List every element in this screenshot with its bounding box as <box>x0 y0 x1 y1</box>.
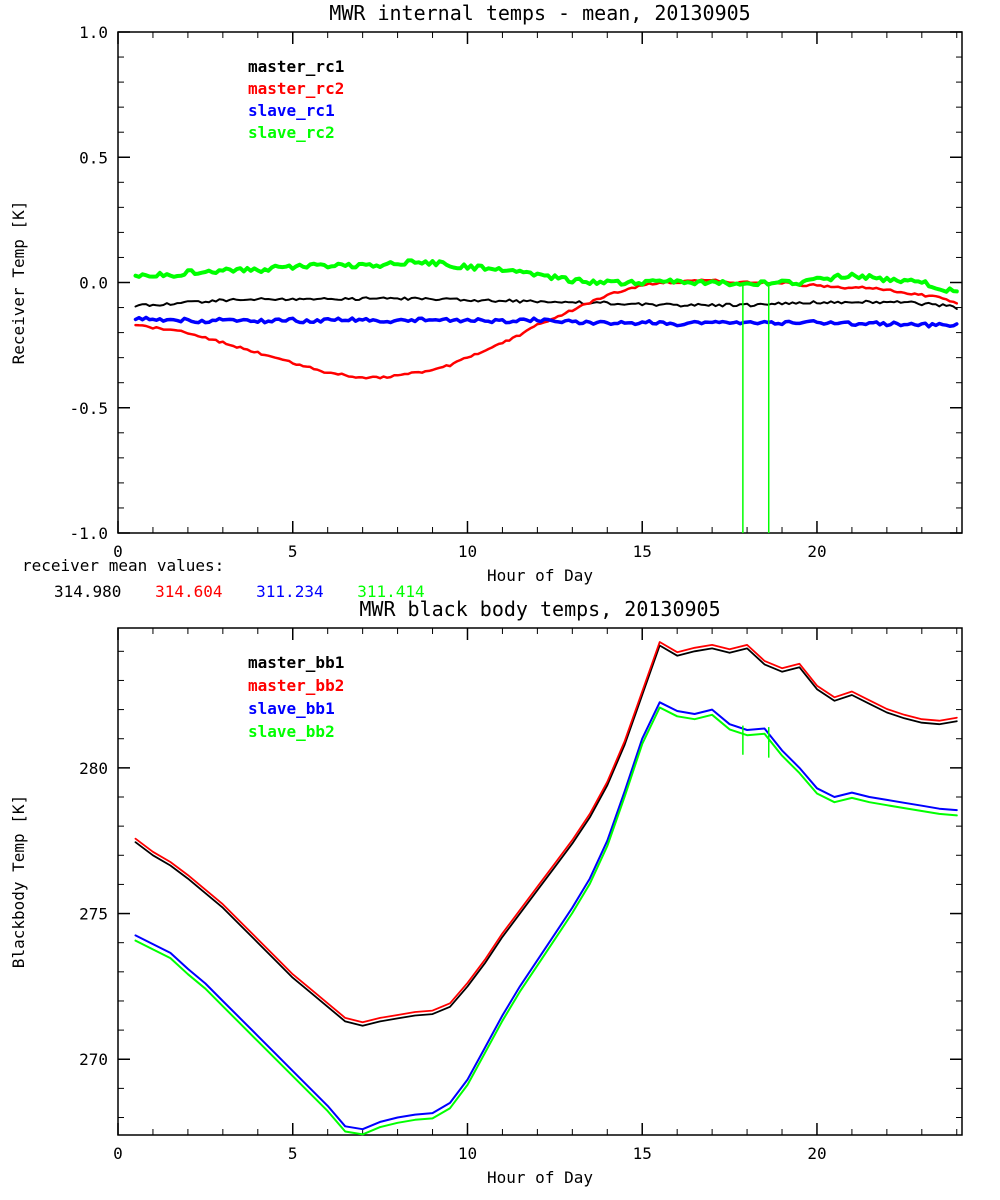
mean-value-slave-rc2: 311.414 <box>357 582 425 601</box>
bottom-chart: MWR black body temps, 20130905 0 5 10 15 20 27… <box>9 600 963 1187</box>
legend-slave_bb2: slave_bb2 <box>248 722 335 741</box>
plot-frame <box>117 627 963 1136</box>
x-tick-label: 10 <box>458 1144 477 1163</box>
x-tick-label: 20 <box>807 1144 826 1163</box>
legend-master_rc2: master_rc2 <box>248 79 344 98</box>
y-tick-label: 280 <box>79 759 108 778</box>
legend-master_bb2: master_bb2 <box>248 676 344 695</box>
series-slave_bb1 <box>134 701 958 1131</box>
mean-value-master-rc1: 314.980 <box>54 582 122 601</box>
x-tick-label: 5 <box>288 542 298 561</box>
mean-value-master-rc2: 314.604 <box>155 582 223 601</box>
x-axis-label: Hour of Day <box>487 566 593 585</box>
series-master_bb1 <box>134 644 958 1027</box>
y-tick-label: -0.5 <box>69 399 108 418</box>
receiver-mean-values-row: 314.980 314.604 311.234 311.414 <box>22 582 449 601</box>
x-tick-label: 0 <box>113 1144 123 1163</box>
y-tick-label: 1.0 <box>79 23 108 42</box>
top-chart: MWR internal temps - mean, 20130905 0 5 10 1… <box>9 1 963 585</box>
x-tick-label: 0 <box>113 542 123 561</box>
series-slave_bb2 <box>134 706 958 1136</box>
x-tick-label: 10 <box>458 542 477 561</box>
series-slave_rc2 <box>133 258 959 294</box>
y-tick-label: 0.5 <box>79 148 108 167</box>
x-tick-label: 15 <box>633 542 652 561</box>
x-axis-label: Hour of Day <box>487 1168 593 1187</box>
y-tick-label: 275 <box>79 905 108 924</box>
chart-title: MWR internal temps - mean, 20130905 <box>329 1 750 25</box>
legend-master_bb1: master_bb1 <box>248 653 344 672</box>
series-master_bb2 <box>134 641 958 1024</box>
x-tick-label: 5 <box>288 1144 298 1163</box>
x-tick-label: 20 <box>807 542 826 561</box>
series-slave_rc1 <box>133 315 959 329</box>
series-master_rc1 <box>134 296 958 310</box>
receiver-mean-values-label: receiver mean values: <box>22 556 225 575</box>
legend-slave_rc1: slave_rc1 <box>248 101 335 120</box>
y-tick-label: 270 <box>79 1050 108 1069</box>
plot-frame <box>117 31 963 534</box>
series-master_rc2 <box>134 278 959 380</box>
y-axis-label: Blackbody Temp [K] <box>9 795 28 968</box>
y-tick-label: 0.0 <box>79 274 108 293</box>
legend-slave_rc2: slave_rc2 <box>248 123 335 142</box>
y-tick-label: -1.0 <box>69 524 108 543</box>
chart-title: MWR black body temps, 20130905 <box>359 600 720 621</box>
x-tick-label: 15 <box>633 1144 652 1163</box>
y-axis-label: Receiver Temp [K] <box>9 201 28 365</box>
legend-slave_bb1: slave_bb1 <box>248 699 335 718</box>
receiver-mean-values: receiver mean values: 314.980 314.604 31… <box>22 556 449 601</box>
legend-master_rc1: master_rc1 <box>248 57 344 76</box>
mean-value-slave-rc1: 311.234 <box>256 582 324 601</box>
